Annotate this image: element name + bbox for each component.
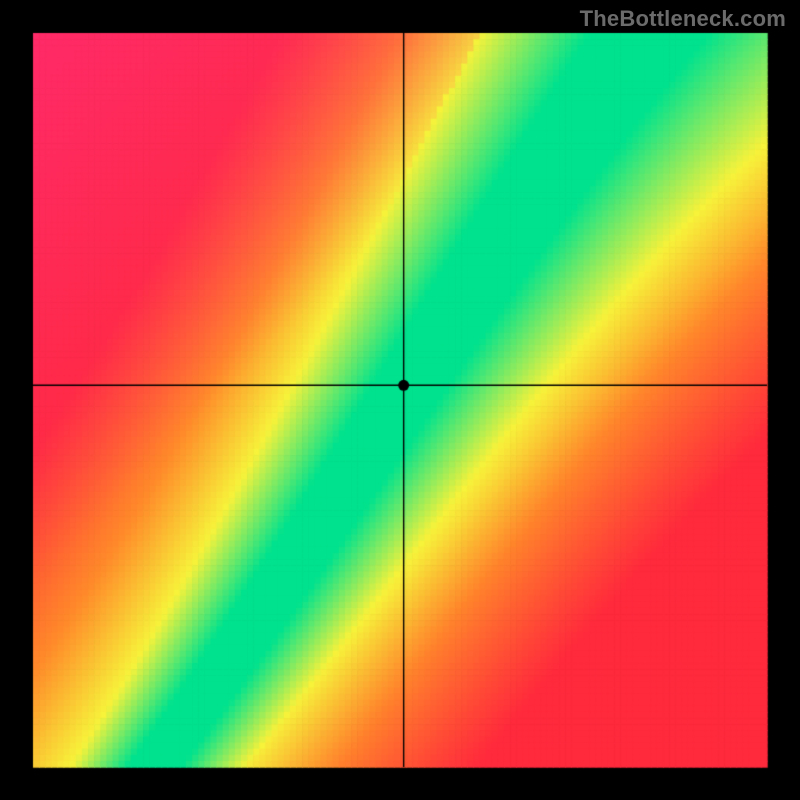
bottleneck-heatmap [0,0,800,800]
chart-container: TheBottleneck.com [0,0,800,800]
attribution-label: TheBottleneck.com [580,6,786,32]
